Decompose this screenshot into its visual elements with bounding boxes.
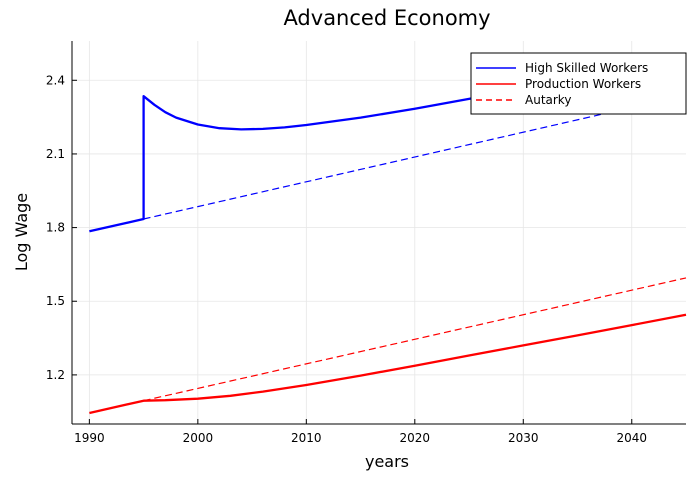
ticks: 1990 2000 2010 2020 2030 2040 1.2 1.5 1.8 2.1 2.4 (46, 73, 647, 445)
chart-title: Advanced Economy (283, 6, 490, 30)
legend: High Skilled Workers Production Workers … (470, 52, 687, 115)
x-tick-label: 2010 (291, 431, 322, 445)
legend-label-autarky: Autarky (525, 93, 571, 107)
x-axis-label: years (365, 452, 409, 471)
legend-label-high-skilled: High Skilled Workers (525, 61, 648, 75)
axes (71, 41, 686, 425)
series-line-autarky-production (143, 277, 687, 402)
x-tick-label: 2000 (183, 431, 214, 445)
y-tick-label: 1.8 (46, 221, 65, 235)
x-tick-label: 1990 (74, 431, 105, 445)
series-line-autarky-high-skilled (143, 94, 687, 220)
y-axis-label: Log Wage (12, 193, 31, 271)
y-tick-label: 2.4 (46, 73, 65, 87)
y-tick-label: 2.1 (46, 147, 65, 161)
y-tick-label: 1.5 (46, 294, 65, 308)
legend-label-production: Production Workers (525, 77, 641, 91)
x-tick-label: 2020 (400, 431, 431, 445)
y-tick-label: 1.2 (46, 368, 65, 382)
x-tick-label: 2030 (508, 431, 539, 445)
series-line-production (89, 313, 687, 415)
x-tick-label: 2040 (616, 431, 647, 445)
